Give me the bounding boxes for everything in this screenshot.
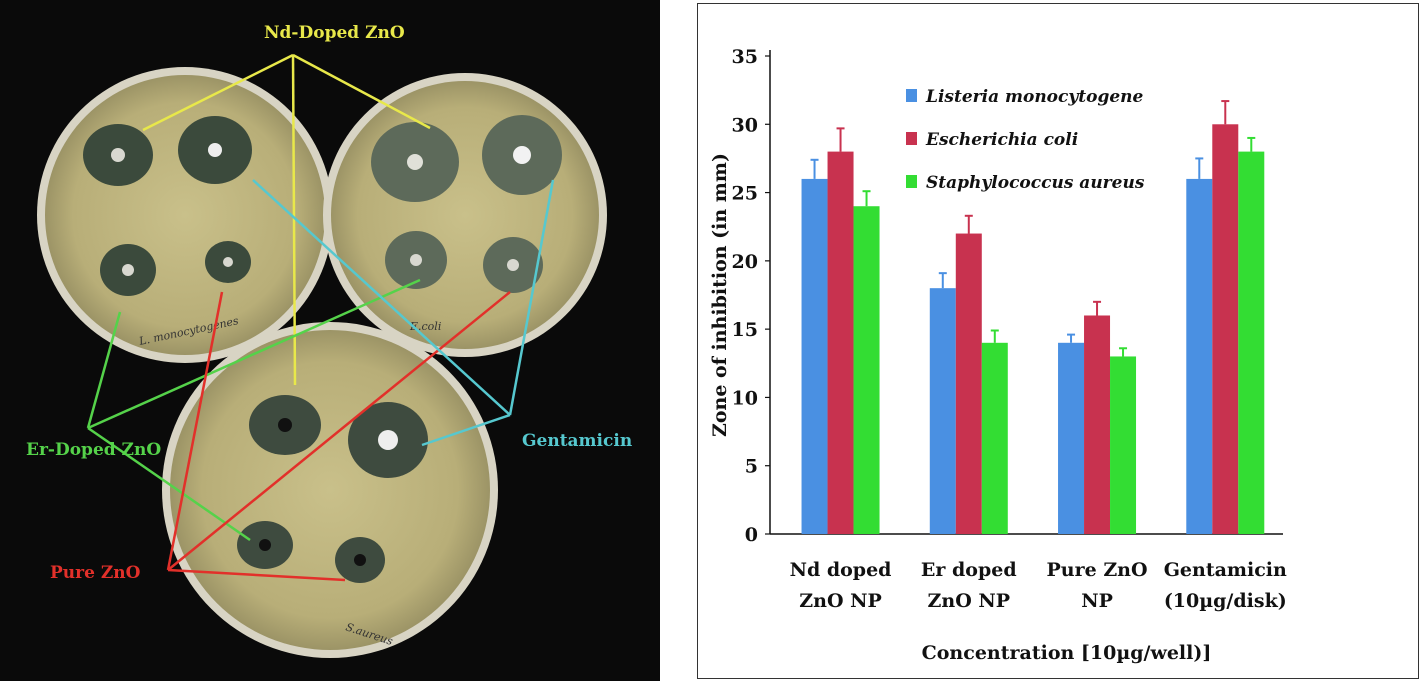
legend-entry: Listeria monocytogene [925, 87, 1144, 107]
x-tick-label: ZnO NP [799, 590, 882, 612]
legend-entry: Escherichia coli [925, 130, 1078, 150]
y-tick-label: 15 [732, 319, 758, 341]
x-tick-label: ZnO NP [928, 590, 1011, 612]
bar [955, 233, 982, 535]
x-tick-label: Er doped [921, 559, 1017, 581]
bar [981, 342, 1008, 534]
x-tick-label: Pure ZnO [1047, 559, 1148, 581]
x-tick-label: (10µg/disk) [1164, 590, 1287, 612]
bar [1186, 178, 1213, 534]
bar [853, 206, 880, 534]
nd-doped-callout-lines [142, 53, 431, 386]
y-tick-label: 10 [732, 387, 758, 409]
bar [929, 288, 956, 534]
y-tick-label: 35 [732, 46, 758, 68]
y-tick-label: 0 [745, 524, 758, 546]
y-tick-label: 25 [732, 183, 758, 205]
y-tick-label: 20 [732, 251, 758, 273]
label-pure-zno: Pure ZnO [50, 563, 141, 583]
petri-plate-ecoli: E.coli [323, 73, 607, 357]
label-gentamicin: Gentamicin [522, 431, 632, 451]
petri-plate-saureus: S.aureus [162, 322, 498, 658]
bar [1238, 151, 1265, 534]
pure-callout-lines [166, 291, 511, 582]
x-axis-title: Concentration [10µg/well)] [922, 642, 1212, 664]
gentamicin-callout-lines [252, 179, 555, 447]
x-tick-label: Gentamicin [1164, 559, 1287, 581]
bar [827, 151, 854, 534]
bar [1084, 315, 1111, 534]
y-tick-label: 5 [745, 456, 758, 478]
antibacterial-plates-photo: L. monocytogenes E.coli [0, 0, 660, 681]
label-nd-doped: Nd-Doped ZnO [264, 23, 405, 43]
legend-swatch [906, 132, 917, 145]
legend-entry: Staphylococcus aureus [926, 173, 1145, 193]
x-tick-label: Nd doped [790, 559, 892, 581]
x-tick-label: NP [1081, 590, 1113, 612]
legend-swatch [906, 89, 917, 102]
label-er-doped: Er-Doped ZnO [26, 440, 161, 460]
petri-plate-listeria: L. monocytogenes [37, 67, 333, 363]
y-axis-title: Zone of inhibition (in mm) [709, 153, 731, 437]
y-tick-label: 30 [732, 114, 758, 136]
bar [1212, 124, 1239, 535]
inhibition-bar-chart: Zone of inhibition (in mm) Concentration… [697, 3, 1419, 679]
er-doped-callout-lines [86, 278, 421, 542]
bar [1058, 342, 1085, 534]
bar [1110, 356, 1137, 534]
bar [801, 178, 828, 534]
legend-swatch [906, 175, 917, 188]
